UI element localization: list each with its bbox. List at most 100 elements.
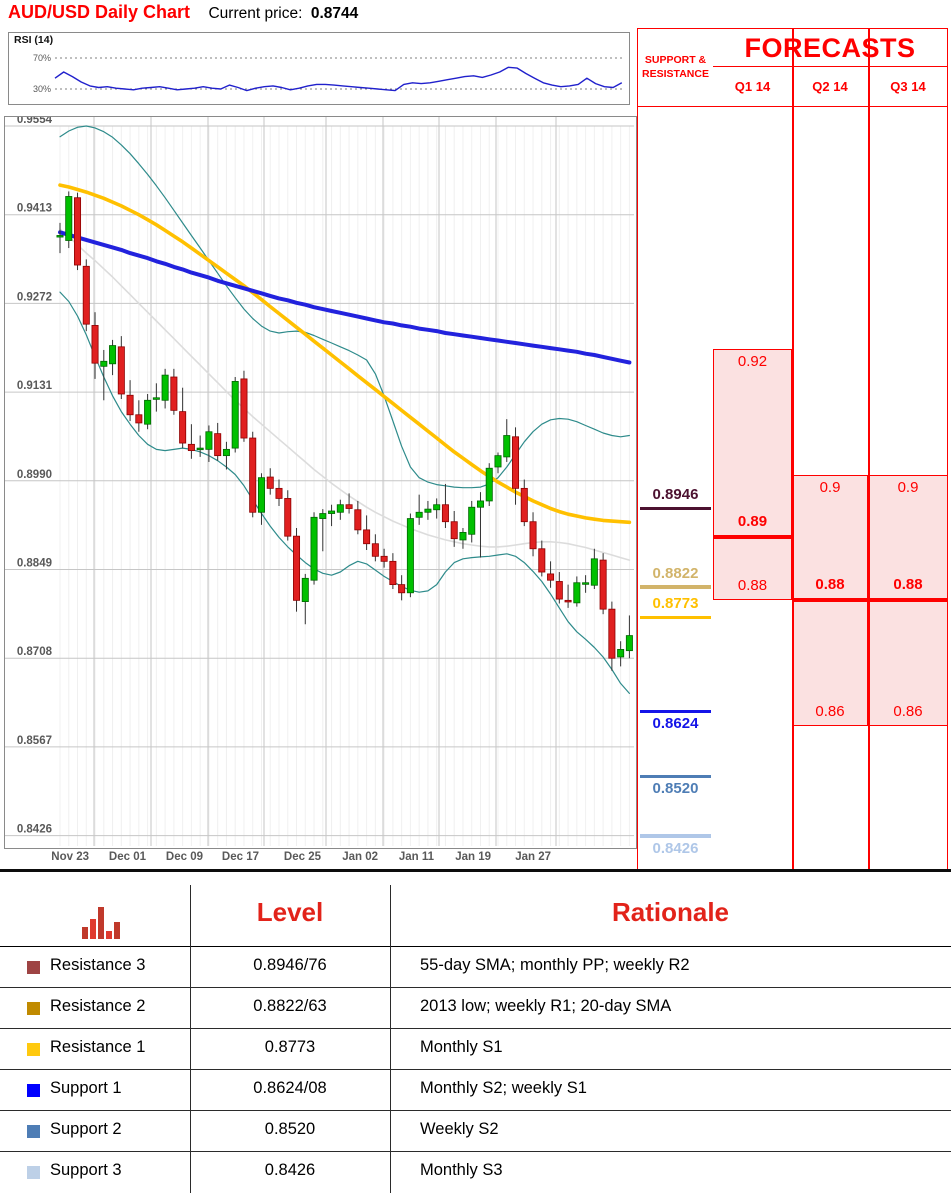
price-axis-label: 0.8990 (17, 469, 52, 481)
level-name: Support 2 (50, 1120, 122, 1138)
candle (74, 197, 82, 266)
page-title: AUD/USD Daily Chart (8, 2, 191, 22)
candle (135, 414, 143, 424)
level-name: Resistance 1 (50, 1038, 146, 1056)
level-value: 0.8520 (264, 1120, 316, 1138)
rsi-plot: 70% 30% (33, 53, 623, 94)
rsi-level-label: 70% (33, 53, 51, 63)
candle (564, 599, 572, 603)
candle (187, 443, 195, 452)
date-axis-label: Jan 11 (398, 851, 434, 863)
candle (371, 543, 379, 557)
candle (485, 467, 493, 502)
forecasts-title: FORECASTS (713, 29, 947, 67)
table-row: Support 3 0.8426 Monthly S3 (0, 1152, 951, 1193)
forecast-point-label: 0.88 (893, 576, 923, 594)
candle (82, 265, 90, 325)
support-3-label: 0.8426 (652, 839, 699, 857)
level-value: 0.8624/08 (253, 1079, 327, 1097)
table-row: Support 2 0.8520 Weekly S2 (0, 1111, 951, 1152)
level-color-swatch (27, 1043, 40, 1056)
date-axis-label: Nov 23 (51, 851, 89, 863)
sma20-line (59, 228, 631, 561)
chart-header: AUD/USD Daily Chart Current price: 0.874… (8, 2, 358, 28)
candle (345, 504, 353, 509)
candle (459, 531, 467, 541)
candle (100, 360, 108, 367)
level-rationale: 2013 low; weekly R1; 20-day SMA (420, 997, 672, 1015)
level-color-swatch (27, 1084, 40, 1097)
forecast-point-line (713, 535, 792, 540)
candle (214, 433, 222, 457)
level-name: Resistance 2 (50, 997, 146, 1015)
rationale-column-header: Rationale (611, 897, 730, 927)
forecasts-panel: FORECASTS 0.92 0.89 0.88 0.9 0.88 0.86 0.9 0.88… (713, 28, 948, 871)
candle (608, 608, 616, 659)
levels-table: Level Rationale Resistance 3 0.8946/76 55-… (0, 885, 951, 1193)
level-column-header: Level (256, 897, 324, 927)
level-color-swatch (27, 1125, 40, 1138)
candle (415, 511, 423, 518)
date-axis-label: Dec 17 (221, 851, 259, 863)
forecast-range-box (713, 348, 792, 601)
price-axis-label: 0.9131 (17, 380, 53, 392)
support-resistance-header: SUPPORT & RESISTANCE (638, 29, 713, 107)
candle (266, 476, 274, 489)
candle (398, 584, 406, 594)
candle (503, 435, 511, 458)
level-name: Support 1 (50, 1079, 122, 1097)
date-axis-label: Dec 09 (165, 851, 203, 863)
candle (450, 521, 458, 540)
level-rationale: Monthly S3 (420, 1161, 503, 1179)
rsi-label: RSI (14) (14, 34, 54, 46)
table-row: Resistance 3 0.8946/76 55-day SMA; monthly… (0, 947, 951, 988)
table-divider-2 (390, 885, 391, 1193)
forecast-low-label: 0.88 (737, 577, 768, 595)
candle (328, 510, 336, 514)
forecast-low-label: 0.86 (893, 703, 923, 721)
candle (555, 581, 563, 600)
candle (301, 577, 309, 602)
candle (222, 448, 230, 457)
candle (363, 529, 371, 545)
date-axis-label: Jan 27 (515, 851, 551, 863)
level-rationale: Monthly S1 (420, 1038, 503, 1056)
resistance-2-line (640, 585, 711, 589)
support-2-label: 0.8520 (652, 780, 699, 798)
forecast-column-divider (792, 29, 794, 871)
resistance-1-label: 0.8773 (652, 595, 699, 613)
bollinger-upper-line (59, 125, 631, 489)
candle (590, 558, 598, 586)
candle (389, 560, 397, 586)
candle (529, 521, 537, 550)
price-axis-label: 0.8849 (17, 558, 52, 570)
price-axis-label: 0.9554 (17, 117, 53, 126)
forecast-point-line (868, 598, 948, 603)
level-name: Support 3 (50, 1161, 122, 1179)
forecast-point-line (792, 598, 868, 603)
candle (582, 582, 590, 585)
table-row: Support 1 0.8624/08 Monthly S2; weekly S1 (0, 1070, 951, 1111)
rsi-level-label: 30% (33, 84, 51, 94)
support-1-label: 0.8624 (652, 715, 699, 733)
support-resistance-column: SUPPORT & RESISTANCE 0.8946 0.8822 0.8773 0.… (637, 28, 713, 870)
bar-chart-icon (82, 903, 122, 939)
support-2-line (640, 774, 711, 779)
resistance-3-label: 0.8946 (652, 486, 699, 504)
candle (170, 376, 178, 411)
chart-table-divider (0, 869, 951, 872)
sma55-line (58, 183, 632, 525)
level-value: 0.8946/76 (253, 956, 327, 974)
level-value: 0.8773 (264, 1038, 316, 1056)
bollinger-lower-line (59, 291, 631, 695)
date-axis-label: Dec 01 (108, 851, 146, 863)
forecast-low-label: 0.86 (815, 703, 845, 721)
table-row: Resistance 2 0.8822/63 2013 low; weekly R1… (0, 988, 951, 1029)
forecast-point-label: 0.89 (737, 513, 768, 531)
candle (599, 559, 607, 610)
candle (91, 325, 99, 364)
candle (538, 548, 546, 573)
level-value: 0.8822/63 (253, 997, 327, 1015)
date-axis-label: Jan 02 (342, 851, 378, 863)
main-price-chart: 0.9554 0.9413 0.9272 0.9131 0.8990 0.8849 0.87… (4, 116, 637, 849)
